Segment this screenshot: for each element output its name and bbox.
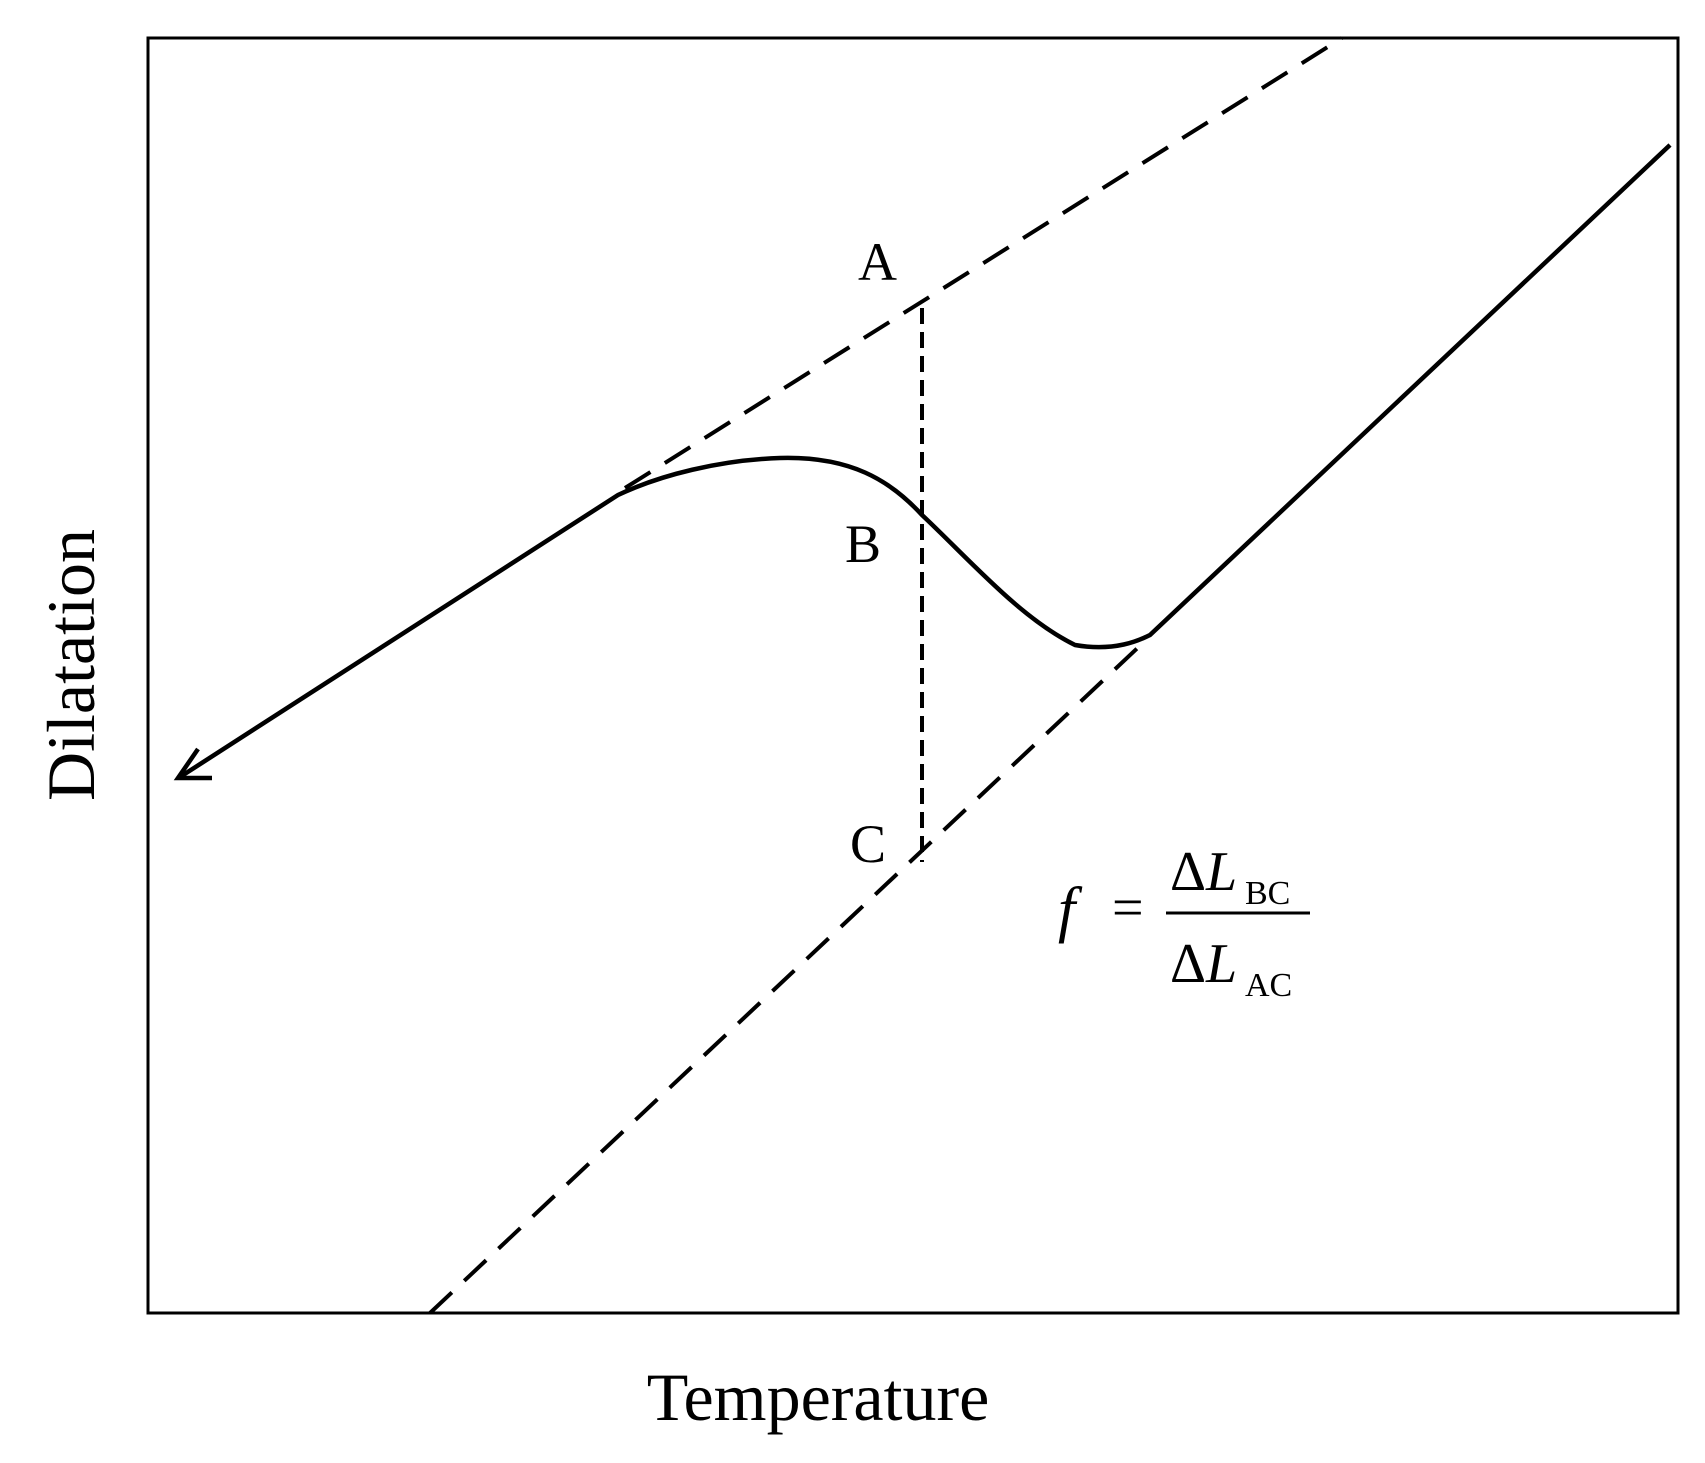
point-b-label: B: [845, 514, 881, 574]
plot-frame: [146, 36, 1680, 1315]
formula-equals: =: [1112, 877, 1144, 939]
lower-extrapolation-line: [428, 639, 1147, 1315]
denominator-sub: AC: [1245, 967, 1292, 1004]
y-axis-label: Dilatation: [33, 529, 109, 801]
x-axis-label: Temperature: [647, 1359, 990, 1435]
curve-arrowhead: [173, 747, 212, 781]
dilatation-curve: [178, 143, 1672, 779]
numerator-delta: Δ: [1170, 841, 1206, 903]
denominator-var: L: [1205, 933, 1237, 995]
upper-extrapolation-line: [623, 36, 1344, 490]
numerator-sub: BC: [1245, 875, 1290, 912]
point-a-label: A: [858, 232, 897, 292]
formula-lhs: f: [1058, 876, 1083, 944]
numerator-var: L: [1205, 841, 1237, 903]
point-c-label: C: [850, 814, 886, 874]
denominator-delta: Δ: [1170, 933, 1206, 995]
fraction-formula: f = Δ L BC Δ L AC: [1058, 841, 1310, 1004]
